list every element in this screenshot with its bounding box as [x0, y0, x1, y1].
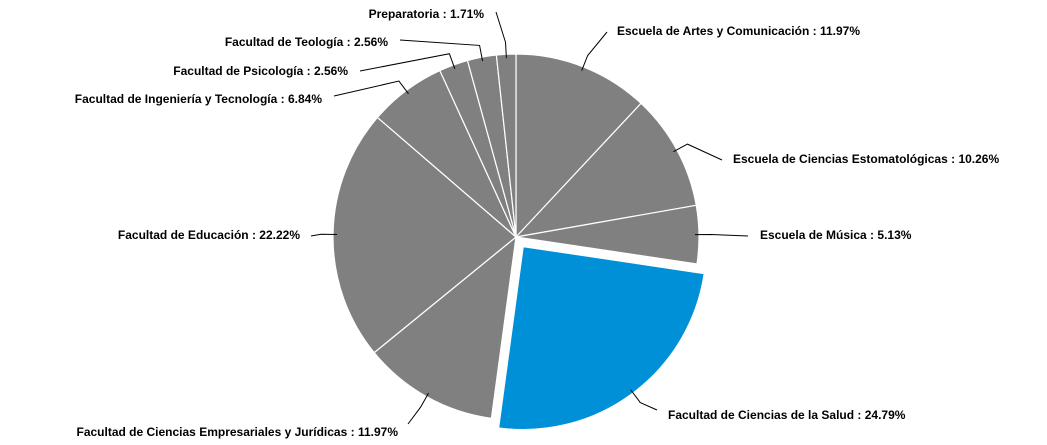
label-separator: : [948, 152, 959, 166]
label-separator: : [809, 24, 820, 38]
slice-label: Facultad de Ingeniería y Tecnología : 6.… [75, 92, 323, 106]
leader-line [407, 392, 429, 425]
leader-line [630, 389, 658, 411]
slice-value-label: 6.84% [288, 92, 322, 106]
leader-line [694, 233, 749, 237]
label-separator: : [867, 228, 878, 242]
leader-line [310, 233, 338, 237]
slice-category: Facultad de Ingeniería y Tecnología [75, 92, 278, 106]
slice-value-label: 10.26% [958, 152, 999, 166]
slice-label: Facultad de Ciencias Empresariales y Jur… [76, 425, 398, 439]
leader-line [333, 80, 409, 97]
label-separator: : [439, 7, 450, 21]
slice-value-label: 2.56% [354, 35, 388, 49]
label-separator: : [343, 35, 354, 49]
slice-value-label: 5.13% [877, 228, 911, 242]
label-separator: : [249, 228, 260, 242]
slice-label: Facultad de Teología : 2.56% [225, 35, 388, 49]
slice-value-label: 24.79% [865, 408, 906, 422]
leader-line [359, 53, 456, 72]
slice-label: Facultad de Ciencias de la Salud : 24.79… [668, 408, 906, 422]
leader-line [495, 11, 507, 59]
label-separator: : [347, 425, 358, 439]
pie-slice [497, 245, 705, 431]
slice-label: Escuela de Ciencias Estomatológicas : 10… [733, 152, 999, 166]
slice-value-label: 11.97% [358, 425, 398, 439]
label-separator: : [854, 408, 865, 422]
slice-category: Facultad de Ciencias Empresariales y Jur… [76, 425, 347, 439]
leader-line [581, 31, 608, 71]
slice-value-label: 1.71% [450, 7, 484, 21]
slice-label: Escuela de Artes y Comunicación : 11.97% [617, 24, 860, 38]
slice-category: Escuela de Música [760, 228, 867, 242]
slice-category: Escuela de Ciencias Estomatológicas [733, 152, 948, 166]
slice-value-label: 11.97% [820, 24, 860, 38]
slice-label: Escuela de Música : 5.13% [760, 228, 912, 242]
slice-label: Facultad de Psicología : 2.56% [173, 64, 348, 78]
slice-category: Facultad de Teología [225, 35, 344, 49]
slice-label: Preparatoria : 1.71% [369, 7, 485, 21]
slice-category: Facultad de Psicología [173, 64, 303, 78]
slice-category: Preparatoria [369, 7, 440, 21]
slice-category: Facultad de Educación [118, 228, 249, 242]
slice-label: Facultad de Educación : 22.22% [118, 228, 300, 242]
label-separator: : [303, 64, 314, 78]
label-separator: : [277, 92, 288, 106]
leader-line [673, 143, 723, 161]
slice-value-label: 22.22% [259, 228, 300, 242]
slice-value-label: 2.56% [314, 64, 348, 78]
slice-category: Escuela de Artes y Comunicación [617, 24, 809, 38]
slice-category: Facultad de Ciencias de la Salud [668, 408, 854, 422]
leader-line [399, 39, 484, 62]
